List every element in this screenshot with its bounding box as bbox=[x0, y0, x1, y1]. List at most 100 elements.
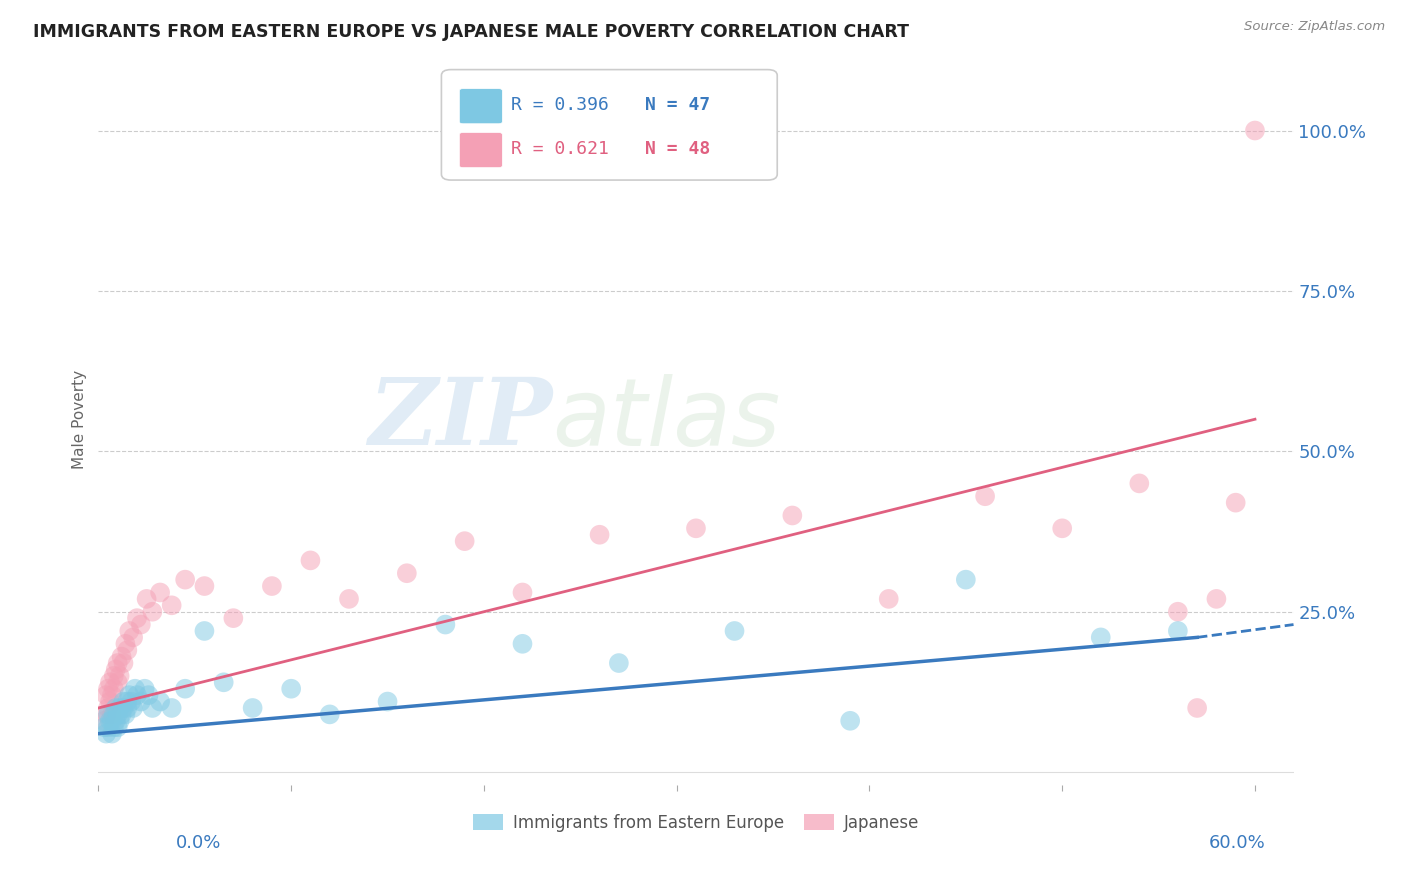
Text: 60.0%: 60.0% bbox=[1209, 834, 1265, 852]
Point bbox=[98, 675, 121, 690]
Point bbox=[129, 694, 152, 708]
Point bbox=[124, 681, 146, 696]
Point bbox=[97, 720, 120, 734]
Point bbox=[512, 637, 534, 651]
Point bbox=[319, 707, 342, 722]
Point bbox=[103, 681, 125, 696]
Point bbox=[149, 694, 172, 708]
Point bbox=[103, 707, 125, 722]
Point bbox=[103, 669, 125, 683]
Point bbox=[122, 631, 145, 645]
Point bbox=[1128, 476, 1150, 491]
Point bbox=[1205, 591, 1227, 606]
Point bbox=[122, 701, 145, 715]
Point bbox=[160, 599, 183, 613]
Point bbox=[193, 579, 215, 593]
Point bbox=[97, 701, 120, 715]
Point bbox=[114, 707, 136, 722]
Point bbox=[117, 694, 139, 708]
Point bbox=[94, 707, 117, 722]
Point bbox=[839, 714, 862, 728]
Point bbox=[125, 688, 148, 702]
Point bbox=[118, 624, 141, 638]
Point bbox=[1167, 605, 1189, 619]
Point bbox=[135, 591, 157, 606]
Point bbox=[877, 591, 900, 606]
Text: 0.0%: 0.0% bbox=[176, 834, 221, 852]
Point bbox=[434, 617, 457, 632]
Point bbox=[108, 701, 131, 715]
Point bbox=[101, 714, 124, 728]
Point bbox=[103, 720, 125, 734]
Y-axis label: Male Poverty: Male Poverty bbox=[72, 369, 87, 469]
Point bbox=[118, 688, 141, 702]
Text: atlas: atlas bbox=[553, 374, 780, 465]
Point bbox=[129, 617, 152, 632]
Point bbox=[93, 720, 115, 734]
Text: IMMIGRANTS FROM EASTERN EUROPE VS JAPANESE MALE POVERTY CORRELATION CHART: IMMIGRANTS FROM EASTERN EUROPE VS JAPANE… bbox=[32, 23, 908, 41]
Text: R = 0.396: R = 0.396 bbox=[510, 95, 609, 113]
Point bbox=[782, 508, 804, 523]
Point bbox=[1167, 624, 1189, 638]
Point bbox=[94, 688, 117, 702]
Point bbox=[212, 675, 235, 690]
Point bbox=[512, 585, 534, 599]
Point bbox=[112, 656, 135, 670]
Point bbox=[107, 656, 129, 670]
FancyBboxPatch shape bbox=[441, 70, 778, 180]
Point bbox=[280, 681, 302, 696]
Point bbox=[588, 527, 610, 541]
Point bbox=[101, 726, 124, 740]
Point bbox=[98, 694, 121, 708]
Point bbox=[174, 681, 197, 696]
Point bbox=[104, 701, 127, 715]
Text: Source: ZipAtlas.com: Source: ZipAtlas.com bbox=[1244, 20, 1385, 33]
Point bbox=[149, 585, 172, 599]
Point bbox=[955, 573, 977, 587]
Point bbox=[107, 707, 129, 722]
Text: N = 48: N = 48 bbox=[644, 140, 710, 159]
Point bbox=[453, 534, 475, 549]
Point bbox=[94, 726, 117, 740]
Point bbox=[112, 694, 135, 708]
Point bbox=[1185, 701, 1208, 715]
Point bbox=[974, 489, 997, 503]
Point bbox=[260, 579, 283, 593]
Point bbox=[222, 611, 245, 625]
Point bbox=[110, 649, 132, 664]
Point bbox=[1244, 123, 1267, 137]
Point bbox=[193, 624, 215, 638]
Point bbox=[723, 624, 745, 638]
FancyBboxPatch shape bbox=[460, 133, 502, 168]
Point bbox=[98, 714, 121, 728]
Point bbox=[160, 701, 183, 715]
Point bbox=[607, 656, 630, 670]
Point bbox=[138, 688, 160, 702]
Point bbox=[108, 714, 131, 728]
Point bbox=[141, 605, 163, 619]
Point bbox=[1090, 631, 1112, 645]
Point bbox=[337, 591, 360, 606]
Point bbox=[117, 701, 139, 715]
Point bbox=[1050, 521, 1073, 535]
Point bbox=[108, 669, 131, 683]
Legend: Immigrants from Eastern Europe, Japanese: Immigrants from Eastern Europe, Japanese bbox=[465, 807, 927, 838]
Point bbox=[101, 707, 124, 722]
Text: N = 47: N = 47 bbox=[644, 95, 710, 113]
Point bbox=[114, 637, 136, 651]
Point bbox=[104, 663, 127, 677]
Point bbox=[120, 694, 142, 708]
Text: R = 0.621: R = 0.621 bbox=[510, 140, 609, 159]
Point bbox=[112, 701, 135, 715]
Point bbox=[377, 694, 399, 708]
Point bbox=[1225, 496, 1247, 510]
FancyBboxPatch shape bbox=[460, 88, 502, 124]
Point bbox=[110, 707, 132, 722]
Point bbox=[242, 701, 264, 715]
Point bbox=[93, 714, 115, 728]
Point bbox=[107, 675, 129, 690]
Point bbox=[395, 566, 418, 581]
Point bbox=[97, 707, 120, 722]
Point bbox=[125, 611, 148, 625]
Point bbox=[107, 720, 129, 734]
